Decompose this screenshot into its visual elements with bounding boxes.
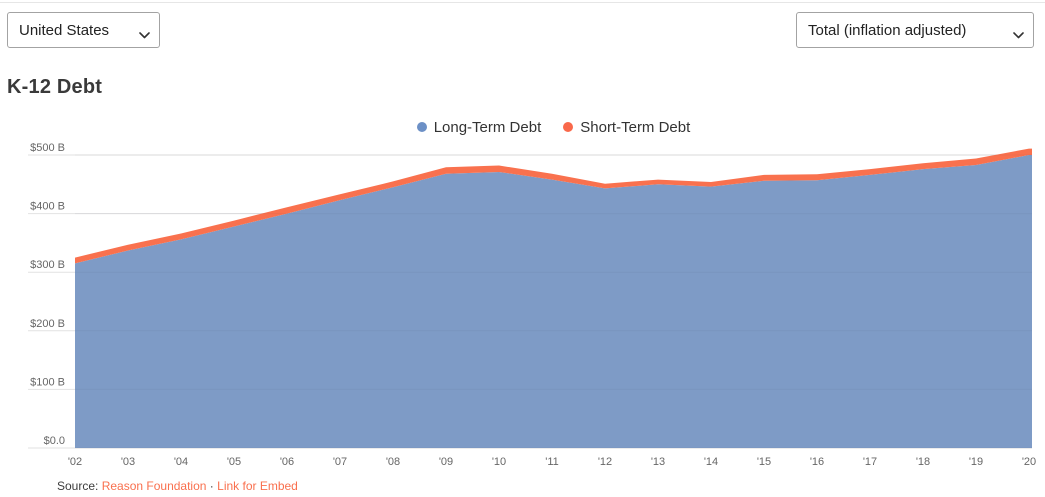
svg-text:'20: '20	[1022, 456, 1036, 468]
svg-text:'04: '04	[174, 456, 188, 468]
svg-text:$0.0: $0.0	[44, 435, 65, 447]
svg-text:'14: '14	[704, 456, 718, 468]
svg-text:'07: '07	[333, 456, 347, 468]
legend-item-long-term-debt[interactable]: Long-Term Debt	[416, 118, 542, 136]
link-for-embed[interactable]: Link for Embed	[217, 479, 298, 493]
svg-text:$400 B: $400 B	[30, 201, 65, 213]
source-line: Source: Reason Foundation · Link for Emb…	[57, 479, 298, 493]
svg-text:'06: '06	[280, 456, 294, 468]
svg-text:$200 B: $200 B	[30, 318, 65, 330]
svg-text:'02: '02	[68, 456, 82, 468]
legend-item-short-term-debt[interactable]: Short-Term Debt	[563, 119, 690, 136]
stacked-area-chart[interactable]: $0.0 $100 B $200 B $300 B $400 B $500 B '02 '03…	[0, 138, 1045, 473]
svg-text:'11: '11	[545, 456, 559, 468]
svg-text:'12: '12	[598, 456, 612, 468]
legend-dot-long-term-icon	[416, 122, 427, 132]
source-prefix: Source:	[57, 479, 99, 493]
svg-text:$500 B: $500 B	[30, 142, 65, 154]
metric-select[interactable]: Total (inflation adjusted)	[796, 12, 1034, 48]
svg-text:'19: '19	[969, 456, 983, 468]
svg-text:'10: '10	[492, 456, 506, 468]
svg-text:'17: '17	[863, 456, 877, 468]
legend-label-short-term: Short-Term Debt	[580, 118, 691, 136]
svg-text:$300 B: $300 B	[30, 259, 65, 271]
svg-text:'13: '13	[651, 456, 665, 468]
svg-text:'03: '03	[121, 456, 135, 468]
region-select[interactable]: United States	[7, 12, 160, 48]
page-title: K-12 Debt	[7, 76, 103, 98]
chart-legend: Long-Term Debt Short-Term Debt	[75, 117, 1032, 137]
source-link-reason-foundation[interactable]: Reason Foundation	[101, 479, 207, 493]
svg-text:$100 B: $100 B	[30, 376, 65, 388]
legend-dot-short-term-icon	[563, 122, 574, 132]
svg-text:'08: '08	[386, 456, 400, 468]
svg-text:'09: '09	[439, 456, 453, 468]
top-divider	[0, 2, 1045, 3]
svg-text:'05: '05	[227, 456, 241, 468]
svg-text:'18: '18	[916, 456, 930, 468]
svg-text:'16: '16	[810, 456, 824, 468]
legend-label-long-term: Long-Term Debt	[433, 118, 542, 136]
source-separator: ·	[209, 479, 214, 493]
svg-text:'15: '15	[757, 456, 771, 468]
